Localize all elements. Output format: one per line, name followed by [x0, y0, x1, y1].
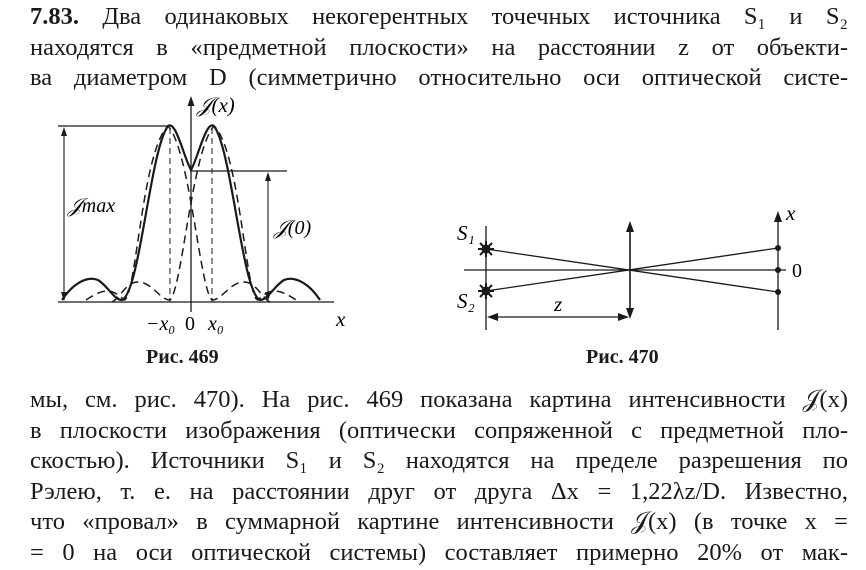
top-line-2: находятся в «предметной плоскости» на ра…: [30, 33, 848, 61]
bottom-line-5: что «провал» в суммарной картине интенси…: [30, 508, 848, 535]
fig469-tick-zero: 0: [185, 313, 195, 335]
top-line-1: Два одинаковых некогерентных точечных ис…: [102, 3, 848, 30]
fig469-imax-label: 𝒥max: [67, 195, 115, 217]
bottom-line-2: в плоскости изображения (оптически сопря…: [30, 416, 848, 444]
bottom-line-6: = 0 на оси оптической системы) составляе…: [30, 538, 848, 566]
bottom-paragraph: мы, см. рис. 470). На рис. 469 показана …: [30, 385, 848, 568]
top-line-3: ва диаметром D (симметрично относительно…: [30, 64, 848, 91]
source-s2-icon: [478, 283, 494, 299]
fig470-ray-1: [485, 248, 779, 293]
fig469-i0-label: 𝒥(0): [273, 217, 311, 239]
fig470-image-point-3: [775, 289, 781, 295]
fig469-total-curve: [61, 124, 321, 302]
top-paragraph: 7.83. Два одинаковых некогерентных точеч…: [30, 2, 848, 94]
bottom-line-3: скостью). Источники S₁ и S₂ находятся на…: [30, 447, 848, 474]
fig470-s2-label: S₂: [457, 289, 475, 313]
fig470-caption: Рис. 470: [586, 346, 659, 368]
fig470-ray-2: [485, 247, 779, 292]
bottom-line-1: мы, см. рис. 470). На рис. 469 показана …: [30, 386, 848, 413]
fig469-x-label: x: [335, 307, 346, 331]
fig469-tick-neg-x0: −x₀: [146, 313, 175, 335]
source-s1-icon: [478, 241, 494, 257]
fig469-caption: Рис. 469: [146, 346, 219, 368]
fig470-image-point-1: [775, 245, 781, 251]
fig470-image-point-2: [775, 267, 781, 273]
fig469-y-arrow: [187, 96, 195, 106]
fig470-z-label: z: [553, 292, 562, 316]
fig469-tick-pos-x0: x₀: [207, 313, 224, 335]
problem-number: 7.83.: [30, 3, 79, 30]
fig469-y-label: 𝒥(x): [196, 93, 235, 117]
bottom-line-4: Рэлею, т. е. на расстоянии друг от друга…: [30, 477, 848, 505]
fig469-dashed-curve-left: [85, 124, 271, 303]
fig470-x-label: x: [785, 201, 796, 225]
fig470-zero-label: 0: [792, 260, 802, 282]
fig469-dashed-curve-right: [111, 124, 297, 303]
fig470-s1-label: S₁: [457, 221, 475, 245]
